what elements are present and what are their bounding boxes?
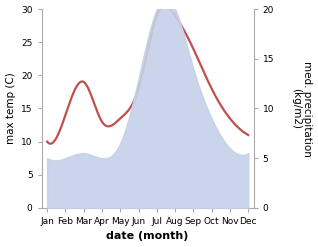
X-axis label: date (month): date (month) [107, 231, 189, 242]
Y-axis label: med. precipitation
(kg/m2): med. precipitation (kg/m2) [291, 61, 313, 156]
Y-axis label: max temp (C): max temp (C) [5, 73, 16, 144]
